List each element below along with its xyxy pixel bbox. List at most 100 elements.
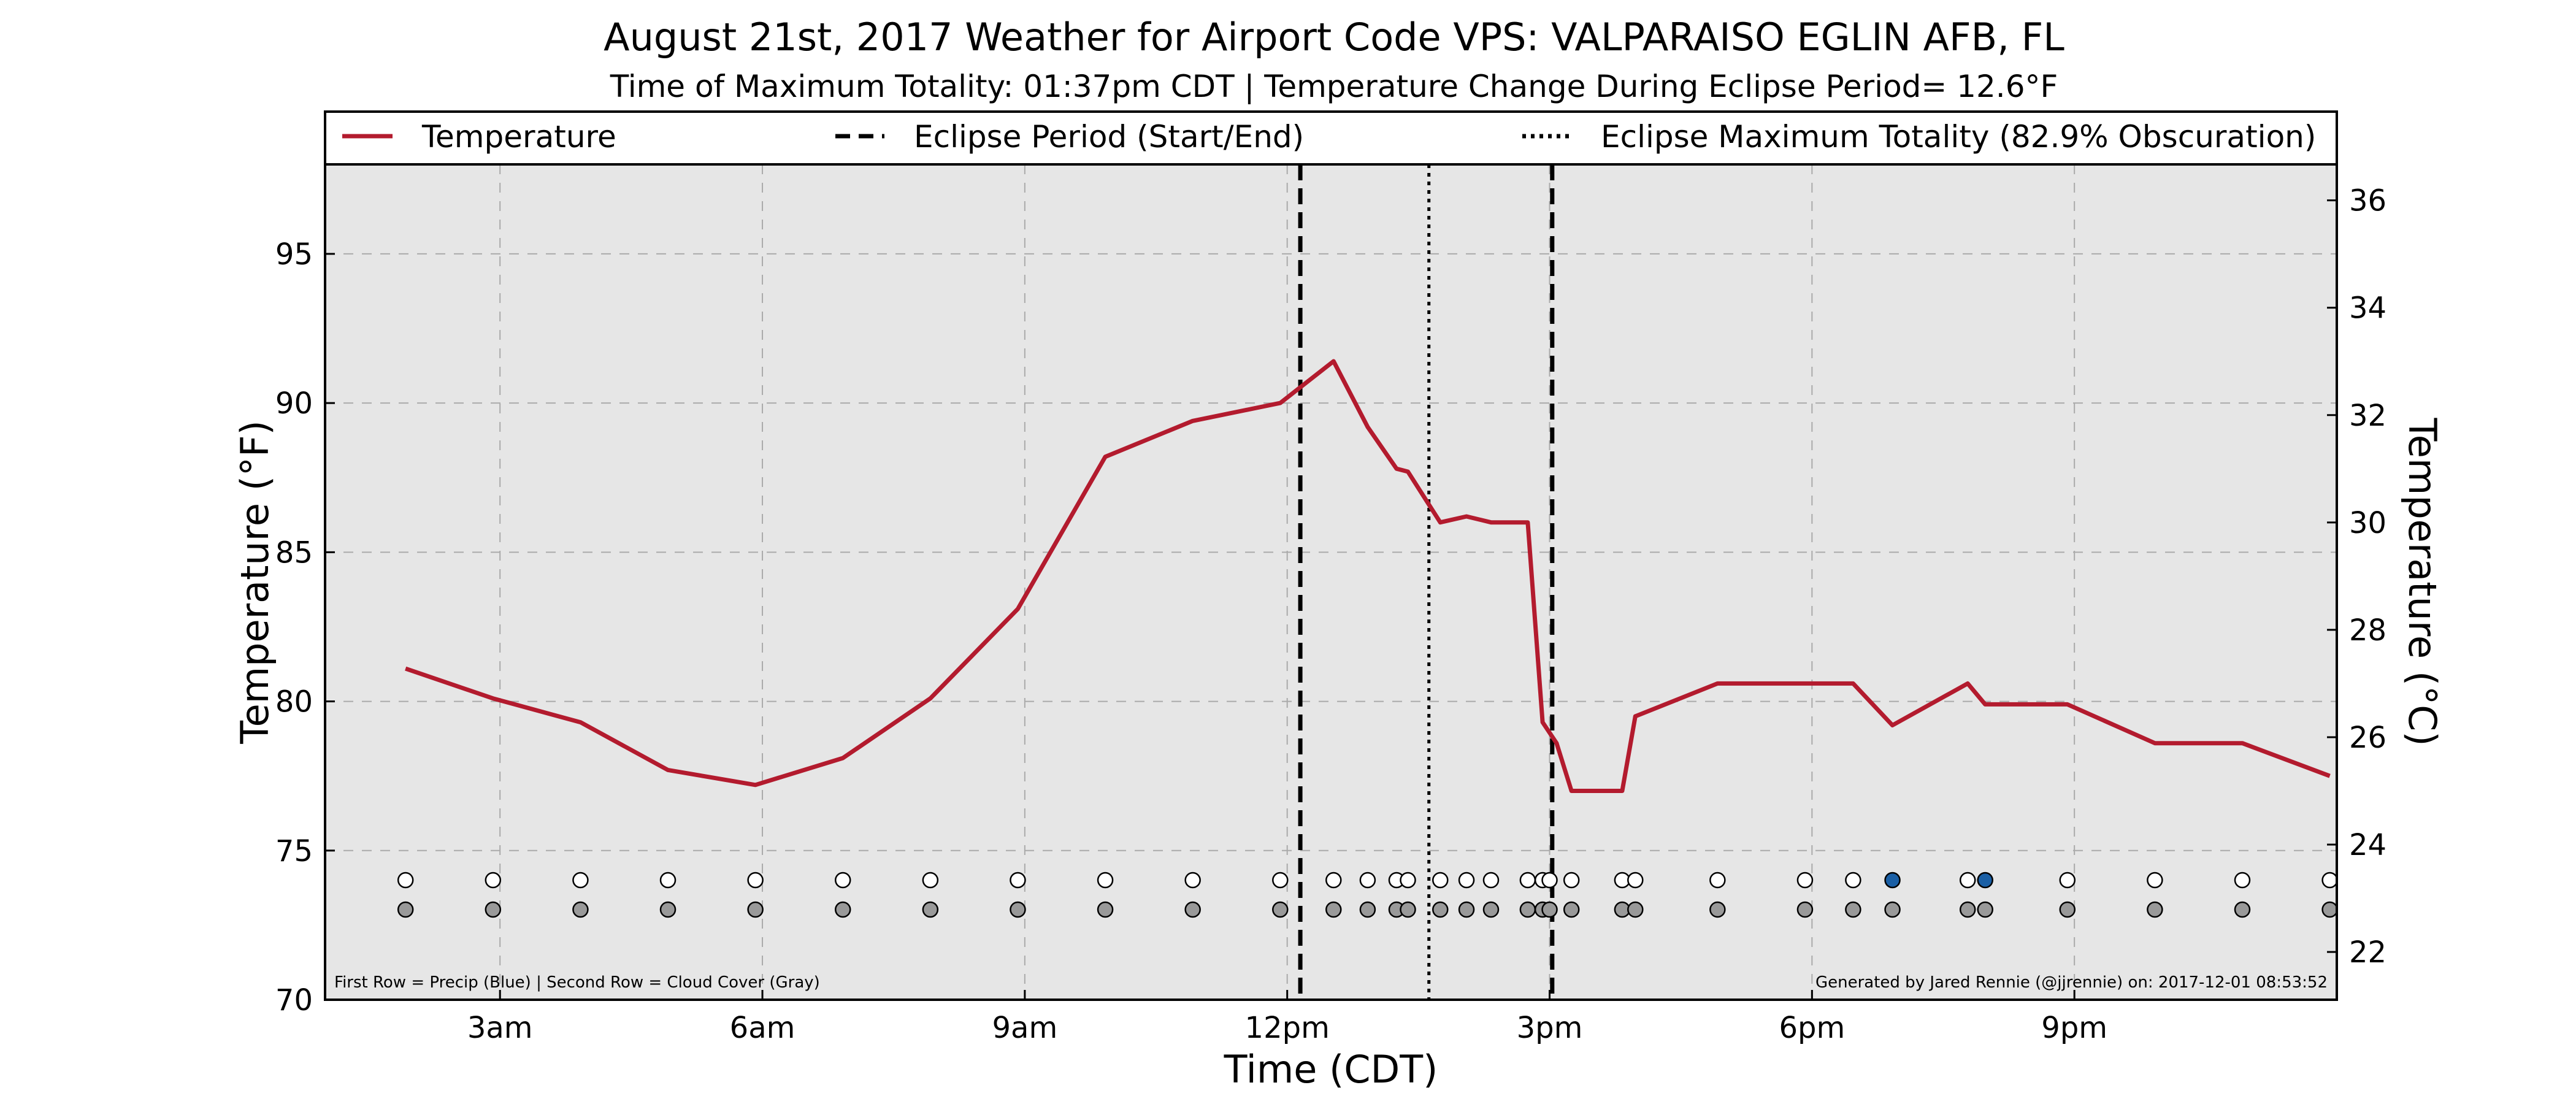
y2-tick-label: 22 (2349, 935, 2386, 970)
y-tick-label: 75 (275, 834, 313, 868)
cloud-cover-dot (1010, 901, 1026, 918)
cloud-cover-dot (1325, 901, 1342, 918)
legend-label: Eclipse Maximum Totality (82.9% Obscurat… (1601, 119, 2316, 155)
cloud-cover-dot (2059, 901, 2076, 918)
temperature-line (405, 359, 2331, 793)
cloud-cover-dot (485, 901, 502, 918)
x-tick-label: 9pm (2041, 1011, 2107, 1045)
precip-dot (1884, 872, 1901, 889)
cloud-cover-dot (1977, 901, 1993, 918)
precip-dot (1482, 872, 1500, 889)
y2-tick-label: 36 (2349, 184, 2386, 218)
precip-dot (1010, 872, 1026, 889)
precip-dot (2234, 872, 2251, 889)
y2-tick-label: 24 (2349, 828, 2386, 862)
precip-dot (1359, 872, 1376, 889)
cloud-cover-dot (747, 901, 764, 918)
precip-dot (2147, 872, 2163, 889)
cloud-cover-dot (1541, 901, 1558, 918)
precip-dot (1519, 872, 1536, 889)
cloud-cover-dot (1458, 901, 1475, 918)
y-tick-label: 90 (275, 386, 313, 421)
y2-tick-label: 28 (2349, 613, 2386, 648)
plot-area (325, 164, 2337, 1000)
legend-label: Temperature (421, 119, 616, 155)
cloud-cover-dot (1845, 901, 1861, 918)
cloud-cover-dot (1884, 901, 1901, 918)
cloud-cover-dot (1359, 901, 1376, 918)
precip-dot (1325, 872, 1342, 889)
x-tick-label: 3am (467, 1011, 533, 1045)
precip-dot (1845, 872, 1861, 889)
cloud-cover-dot (1482, 901, 1500, 918)
precip-dot (572, 872, 589, 889)
cloud-cover-dot (1432, 901, 1449, 918)
precip-dot (1184, 872, 1201, 889)
y-tick-label: 80 (275, 685, 313, 719)
footnote-left: First Row = Precip (Blue) | Second Row =… (334, 973, 820, 992)
x-axis: 3am 6am 9am 12pm 3pm 6pm 9pm (467, 990, 2107, 1045)
x-tick-label: 3pm (1517, 1011, 1583, 1045)
observation-rows (397, 872, 2338, 918)
cloud-cover-dot (1959, 901, 1976, 918)
precip-dot (1796, 872, 1814, 889)
cloud-cover-dot (1627, 901, 1644, 918)
cloud-cover-dot (1272, 901, 1289, 918)
precip-dot (1977, 872, 1993, 889)
y-axis-right: 22 24 26 28 30 32 34 36 (2327, 184, 2386, 970)
cloud-cover-dot (397, 901, 414, 918)
x-axis-title: Time (CDT) (1224, 1047, 1438, 1092)
precip-dot (1400, 872, 1416, 889)
cloud-cover-dot (1097, 901, 1114, 918)
x-tick-label: 12pm (1245, 1011, 1330, 1045)
x-tick-label: 6pm (1779, 1011, 1845, 1045)
precip-dot (1959, 872, 1976, 889)
precip-dot (659, 872, 677, 889)
cloud-cover-dot (2234, 901, 2251, 918)
y-axis-left: 70 75 80 85 90 95 (275, 237, 335, 1018)
grid (325, 164, 2337, 1000)
cloud-cover-dot (1796, 901, 1814, 918)
precip-dot (2059, 872, 2076, 889)
y2-tick-label: 34 (2349, 291, 2386, 326)
chart-title: August 21st, 2017 Weather for Airport Co… (604, 15, 2064, 59)
precip-dot (1627, 872, 1644, 889)
series-layer (405, 359, 2331, 793)
y-tick-label: 85 (275, 535, 313, 570)
cloud-cover-dot (2147, 901, 2163, 918)
cloud-cover-dot (1709, 901, 1726, 918)
cloud-cover-dot (1563, 901, 1580, 918)
precip-dot (1541, 872, 1558, 889)
precip-dot (1458, 872, 1475, 889)
cloud-cover-dot (1184, 901, 1201, 918)
cloud-cover-dot (572, 901, 589, 918)
legend-label: Eclipse Period (Start/End) (914, 119, 1304, 155)
y-axis-title-right: Temperature (°C) (2400, 417, 2445, 746)
y-tick-label: 95 (275, 237, 313, 272)
precip-dot (397, 872, 414, 889)
precip-dot (1563, 872, 1580, 889)
precip-dot (485, 872, 502, 889)
precip-dot (1272, 872, 1289, 889)
y2-tick-label: 32 (2349, 399, 2386, 433)
x-tick-label: 9am (992, 1011, 1058, 1045)
precip-dot (1432, 872, 1449, 889)
precip-dot (1709, 872, 1726, 889)
cloud-cover-dot (1400, 901, 1416, 918)
plot-frame (324, 163, 2338, 1001)
y2-tick-label: 30 (2349, 506, 2386, 540)
cloud-cover-dot (1519, 901, 1536, 918)
eclipse-lines (1298, 164, 1555, 1000)
legend-box (324, 110, 2338, 166)
cloud-cover-dot (834, 901, 851, 918)
cloud-cover-dot (659, 901, 677, 918)
chart-subtitle: Time of Maximum Totality: 01:37pm CDT | … (610, 69, 2058, 104)
y-tick-label: 70 (275, 983, 313, 1018)
precip-dot (2321, 872, 2338, 889)
y2-tick-label: 26 (2349, 721, 2386, 755)
cloud-cover-dot (2321, 901, 2338, 918)
y-axis-title-left: Temperature (°F) (232, 420, 277, 744)
precip-dot (922, 872, 939, 889)
legend: Temperature Eclipse Period (Start/End) Ecl… (324, 110, 2338, 166)
